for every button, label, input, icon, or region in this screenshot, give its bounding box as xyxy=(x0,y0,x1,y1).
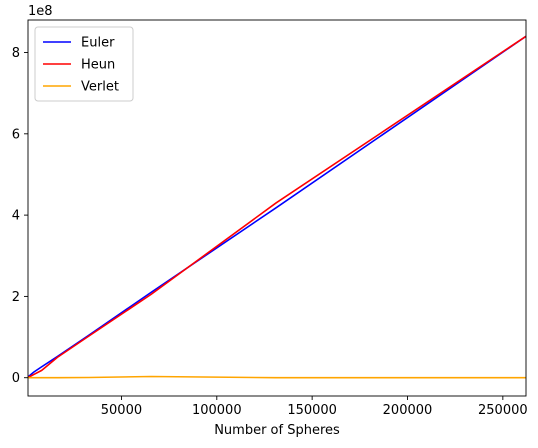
y-tick-label: 2 xyxy=(12,290,20,305)
legend-box xyxy=(34,26,134,102)
y-tick-label: 6 xyxy=(12,127,20,142)
plot-area xyxy=(28,35,526,379)
series-line-heun xyxy=(28,35,526,378)
x-axis-label: Number of Spheres xyxy=(214,423,340,438)
x-tick-label: 150000 xyxy=(287,403,337,418)
x-tick-label: 50000 xyxy=(101,403,142,418)
y-tick-label: 8 xyxy=(12,46,20,61)
y-offset-text: 1e8 xyxy=(28,4,53,19)
y-tick-label: 4 xyxy=(12,209,20,224)
series-line-verlet xyxy=(28,375,526,379)
axes-frame xyxy=(27,19,527,397)
axes: 50000 100000 150000 200000 250000 0 2 4 6 8 1e8 Num… xyxy=(12,4,528,438)
y-tick-label: 0 xyxy=(12,371,20,386)
legend: Euler Heun Verlet xyxy=(34,26,134,102)
x-tick-label: 200000 xyxy=(383,403,433,418)
x-tick-label: 100000 xyxy=(192,403,242,418)
legend-label-verlet: Verlet xyxy=(81,80,119,95)
legend-label-heun: Heun xyxy=(81,58,115,73)
x-tick-label: 250000 xyxy=(478,403,528,418)
legend-label-euler: Euler xyxy=(81,36,115,51)
